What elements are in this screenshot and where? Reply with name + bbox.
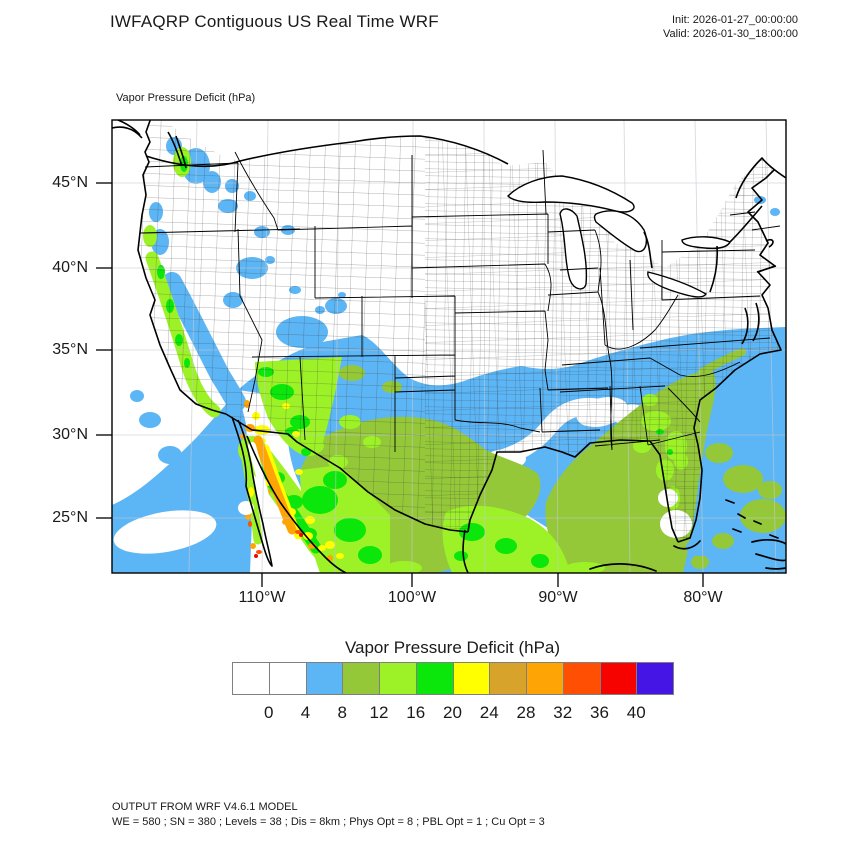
- legend-colorbox: [489, 662, 527, 695]
- colorbar-legend: Vapor Pressure Deficit (hPa) 0 4 8 12 16 20 24…: [0, 0, 850, 722]
- legend-colorbox: [268, 662, 307, 695]
- legend-tick-label: 16: [406, 703, 426, 722]
- islands-layer: [589, 499, 786, 572]
- legend-tick-label: 36: [590, 703, 609, 722]
- legend-colorbox: [379, 662, 417, 695]
- legend-tick-label: 20: [443, 703, 462, 722]
- init-time-label: Init: 2026-01-27_00:00:00: [672, 14, 798, 26]
- legend-colorbox: [526, 662, 564, 695]
- lat-tick-label: 45°N: [52, 174, 88, 191]
- field-subtitle: Vapor Pressure Deficit (hPa): [116, 92, 256, 104]
- legend-colorbox: [562, 662, 601, 695]
- lon-tick-label: 80°W: [683, 589, 723, 606]
- footer-line2: WE = 580 ; SN = 380 ; Levels = 38 ; Dis …: [112, 815, 545, 828]
- axis-tick-marks: [96, 182, 704, 587]
- legend-colorbox: [452, 662, 491, 695]
- legend-colorbox: [599, 662, 638, 695]
- coastline-layer: [112, 120, 786, 573]
- legend-tick-label: 32: [553, 703, 573, 722]
- lat-tick-label: 40°N: [52, 259, 88, 276]
- legend-colorbox: [232, 662, 270, 695]
- lat-tick-label: 30°N: [52, 426, 88, 443]
- map-frame: [111, 119, 787, 574]
- run-times: Init: 2026-01-27_00:00:00 Valid: 2026-01…: [663, 13, 798, 41]
- legend-tick-label: 0: [264, 703, 274, 722]
- legend-tick-label: 24: [479, 703, 499, 722]
- lat-tick-label: 35°N: [52, 341, 88, 358]
- lon-tick-label: 100°W: [387, 589, 437, 606]
- legend-tick-label: 8: [337, 703, 347, 722]
- legend-colorbox: [305, 662, 344, 695]
- lon-tick-label: 90°W: [538, 589, 578, 606]
- legend-title: Vapor Pressure Deficit (hPa): [344, 638, 561, 657]
- legend-tick-label: 40: [626, 703, 646, 722]
- legend-colorbox: [415, 662, 454, 695]
- legend-colorbox: [636, 662, 674, 695]
- legend-tick-label: 4: [300, 703, 311, 722]
- model-info-footer: OUTPUT FROM WRF V4.6.1 MODEL WE = 580 ; …: [112, 800, 545, 829]
- legend-colorbox: [342, 662, 380, 695]
- lon-tick-label: 110°W: [238, 589, 286, 606]
- lat-tick-label: 25°N: [52, 509, 88, 526]
- footer-line1: OUTPUT FROM WRF V4.6.1 MODEL: [112, 801, 298, 813]
- page-title: IWFAQRP Contiguous US Real Time WRF: [110, 12, 439, 31]
- legend-tick-label: 12: [369, 703, 389, 722]
- legend-tick-label: 28: [516, 703, 536, 722]
- valid-time-label: Valid: 2026-01-30_18:00:00: [663, 28, 798, 40]
